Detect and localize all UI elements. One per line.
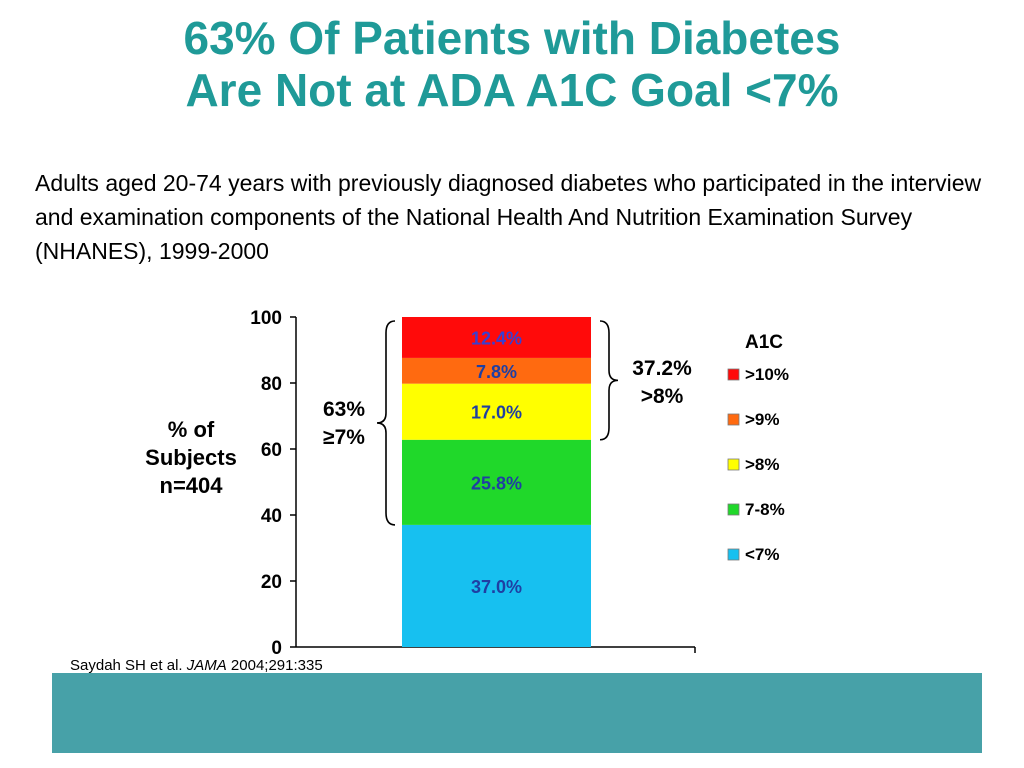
title-line-2: Are Not at ADA A1C Goal <7% — [185, 64, 839, 116]
bar-segment — [402, 383, 591, 440]
legend-label: >10% — [745, 365, 789, 384]
y-axis-ticks: 0 20 40 60 80 100 — [250, 308, 296, 659]
legend-swatch — [727, 368, 740, 381]
legend-label: >9% — [745, 410, 780, 429]
brace-annotations: 63% ≥7% 37.2% >8% — [323, 320, 692, 526]
y-tick-label: 0 — [271, 638, 282, 659]
right-brace-label: 37.2% — [632, 357, 692, 380]
legend-swatch — [727, 458, 740, 471]
y-axis-label: % of Subjects n=404 — [145, 417, 237, 498]
y-tick-label: 60 — [261, 440, 282, 461]
bar-data-label: 7.8% — [476, 362, 517, 382]
bar-segment — [402, 357, 591, 384]
y-axis-label-line: n=404 — [160, 473, 224, 498]
legend-title: A1C — [745, 332, 783, 353]
y-axis-label-line: Subjects — [145, 445, 237, 470]
bar-data-label: 25.8% — [471, 473, 522, 493]
bar-data-labels: 37.0% 25.8% 17.0% 7.8% 12.4% — [471, 328, 522, 596]
legend: A1C >10% >9% >8% 7-8% <7% — [727, 332, 789, 564]
legend-label: >8% — [745, 455, 780, 474]
right-brace-label: >8% — [641, 385, 684, 408]
citation-journal: JAMA — [186, 657, 227, 674]
legend-label: <7% — [745, 545, 780, 564]
footer-band — [52, 673, 982, 753]
study-description: Adults aged 20-74 years with previously … — [35, 170, 982, 264]
legend-swatch — [727, 503, 740, 516]
y-tick-label: 100 — [250, 308, 282, 329]
left-brace-label: ≥7% — [323, 426, 365, 449]
bar-data-label: 17.0% — [471, 403, 522, 423]
y-tick-label: 40 — [261, 506, 282, 527]
slide-title: 63% Of Patients with Diabetes Are Not at… — [0, 12, 1024, 116]
bar-segments — [402, 317, 591, 647]
bar-segment — [402, 524, 591, 647]
bar-data-label: 12.4% — [471, 328, 522, 348]
left-brace-label: 63% — [323, 398, 365, 421]
y-tick-label: 80 — [261, 374, 282, 395]
citation-authors: Saydah SH et al. — [70, 657, 187, 674]
bar-segment — [402, 317, 591, 358]
citation: Saydah SH et al. JAMA 2004;291:335 — [70, 657, 323, 674]
y-tick-label: 20 — [261, 572, 282, 593]
title-line-1: 63% Of Patients with Diabetes — [183, 12, 841, 64]
left-brace — [376, 320, 396, 526]
bar-data-label: 37.0% — [471, 577, 522, 597]
y-axis-label-line: % of — [168, 417, 215, 442]
bar-segment — [402, 439, 591, 525]
legend-label: 7-8% — [745, 500, 785, 519]
citation-details: 2004;291:335 — [226, 657, 323, 674]
legend-swatch — [727, 548, 740, 561]
right-brace — [599, 320, 619, 441]
legend-swatch — [727, 413, 740, 426]
